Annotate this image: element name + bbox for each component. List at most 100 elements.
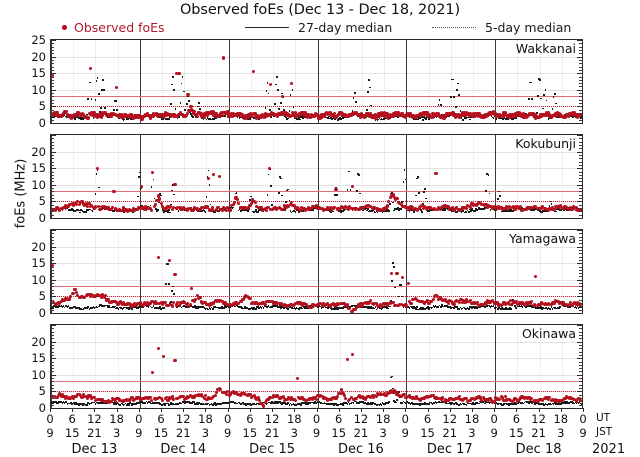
observed-point	[59, 299, 63, 304]
y-tick-minor	[51, 303, 54, 305]
median-point	[118, 403, 121, 406]
observed-point	[416, 208, 420, 212]
day-separator	[139, 325, 141, 408]
median-point	[234, 305, 237, 308]
median-point	[425, 197, 428, 200]
median-point	[177, 115, 180, 118]
median-point	[223, 114, 225, 117]
observed-point	[559, 300, 563, 304]
median-point	[123, 211, 126, 213]
median-point	[75, 116, 77, 118]
median-point	[210, 118, 213, 121]
observed-point	[192, 111, 196, 115]
median-point	[298, 118, 301, 121]
observed-point	[427, 302, 431, 306]
median-point	[189, 111, 191, 114]
y-tick-minor	[579, 208, 582, 210]
y-tick-minor	[579, 249, 582, 251]
median-point	[81, 209, 83, 212]
median-point	[71, 209, 74, 211]
median-point	[262, 401, 265, 404]
gridline-vertical	[73, 230, 75, 313]
median-point	[400, 208, 403, 210]
y-tick-major	[577, 184, 582, 186]
observed-point	[380, 209, 384, 213]
median-point	[401, 295, 404, 298]
y-tick-minor	[51, 49, 54, 51]
observed-point	[185, 112, 189, 116]
median-point	[425, 307, 428, 310]
observed-point	[120, 303, 124, 307]
median-point	[68, 209, 71, 211]
gridline-horizontal	[51, 151, 582, 153]
median-point	[342, 210, 345, 213]
median-point	[538, 209, 540, 212]
median-point	[150, 306, 153, 309]
y-tick-minor	[51, 204, 54, 206]
median-point	[277, 89, 279, 91]
median-point	[158, 402, 161, 405]
median-point	[296, 403, 299, 405]
median-point	[425, 118, 428, 121]
observed-point	[180, 113, 184, 117]
median-point	[104, 106, 106, 109]
y-tick-minor	[579, 79, 582, 81]
median-point	[203, 307, 206, 309]
gridline-vertical	[450, 230, 452, 313]
observed-point	[212, 301, 216, 305]
observed-point	[152, 114, 156, 118]
median-point	[56, 402, 59, 405]
observed-point	[202, 115, 206, 119]
day-separator	[406, 325, 408, 408]
gridline-horizontal	[51, 89, 582, 91]
median-point	[518, 305, 521, 307]
observed-point	[173, 182, 177, 186]
gridline-vertical	[117, 40, 119, 123]
median-point	[337, 118, 339, 121]
median-point	[468, 306, 471, 308]
observed-point	[513, 207, 517, 211]
observed-point	[162, 114, 166, 118]
median-point	[450, 209, 452, 211]
median-point	[325, 116, 328, 119]
observed-point	[401, 205, 405, 209]
observed-point	[309, 116, 313, 120]
median-point	[262, 307, 265, 310]
gridline-vertical	[450, 325, 452, 408]
median-point	[269, 184, 272, 187]
observed-point	[74, 291, 79, 295]
gridline-vertical	[339, 230, 341, 313]
observed-point	[464, 111, 468, 115]
observed-point	[218, 112, 223, 116]
observed-point	[82, 114, 86, 118]
observed-point	[437, 205, 441, 210]
median-point	[163, 307, 165, 310]
observed-point	[517, 206, 521, 210]
median-point	[346, 189, 349, 192]
median-point	[128, 306, 131, 309]
observed-point	[462, 298, 466, 302]
y-tick-minor	[579, 188, 582, 190]
y-tick-minor	[51, 348, 54, 350]
observed-point	[345, 206, 349, 210]
y-tick-label: 5	[38, 289, 46, 304]
median-point	[255, 308, 258, 310]
observed-point	[406, 206, 410, 210]
observed-point	[417, 114, 421, 118]
median-point	[270, 400, 273, 403]
median-point	[290, 404, 293, 406]
y-tick-minor	[579, 354, 582, 356]
y-tick-major	[577, 313, 582, 314]
median-point	[82, 308, 84, 311]
median-point	[214, 116, 217, 119]
observed-point	[67, 114, 72, 118]
observed-point	[278, 396, 283, 400]
median-point	[107, 306, 109, 308]
median-point	[141, 205, 144, 207]
median-point	[180, 306, 183, 309]
median-point	[407, 306, 410, 308]
median-point	[342, 117, 345, 119]
day-separator	[495, 325, 497, 408]
median-point	[202, 118, 205, 120]
median-point	[559, 208, 561, 211]
